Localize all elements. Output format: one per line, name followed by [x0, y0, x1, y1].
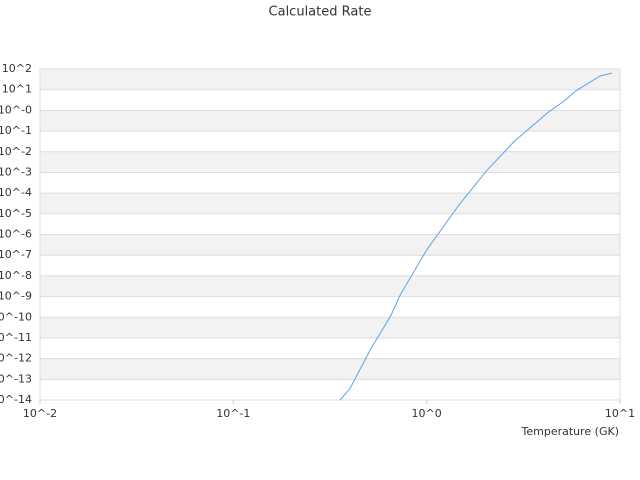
- grid-band: [40, 193, 620, 214]
- y-tick-label: 10^-13: [0, 372, 32, 385]
- y-tick-label: 10^-9: [0, 290, 32, 303]
- grid-band: [40, 69, 620, 90]
- y-tick-label: 10^-10: [0, 310, 32, 323]
- grid-band: [40, 358, 620, 380]
- y-tick-label: 10^-3: [0, 165, 32, 178]
- y-tick-label: 10^-4: [0, 186, 32, 199]
- x-tick-label: 10^1: [605, 407, 635, 420]
- x-axis-label: Temperature (GK): [521, 425, 620, 438]
- grid-band: [40, 317, 620, 338]
- x-tick-label: 10^0: [412, 407, 442, 420]
- data-line: [339, 72, 613, 401]
- grid-band: [40, 234, 620, 256]
- y-tick-label: 10^-2: [0, 145, 32, 158]
- y-tick-label: 10^-11: [0, 331, 32, 344]
- grid-band: [40, 110, 620, 132]
- grid-band: [40, 151, 620, 173]
- y-tick-label: 10^-7: [0, 248, 32, 261]
- grid-band: [40, 275, 620, 297]
- plot-border: [39, 68, 621, 401]
- x-tick-label: 10^-2: [23, 407, 57, 420]
- y-tick-label: 10^-5: [0, 207, 32, 220]
- y-tick-label: 10^1: [2, 83, 32, 96]
- x-tick-label: 10^-1: [216, 407, 250, 420]
- y-tick-label: 10^-6: [0, 228, 32, 241]
- y-tick-label: 10^-12: [0, 352, 32, 365]
- chart-title: Calculated Rate: [269, 5, 372, 20]
- y-tick-label: 10^-8: [0, 269, 32, 282]
- y-tick-label: 10^2: [2, 62, 32, 75]
- y-tick-label: 10^-1: [0, 124, 32, 137]
- y-tick-label: 10^-0: [0, 103, 32, 116]
- y-tick-label: 10^-14: [0, 393, 32, 406]
